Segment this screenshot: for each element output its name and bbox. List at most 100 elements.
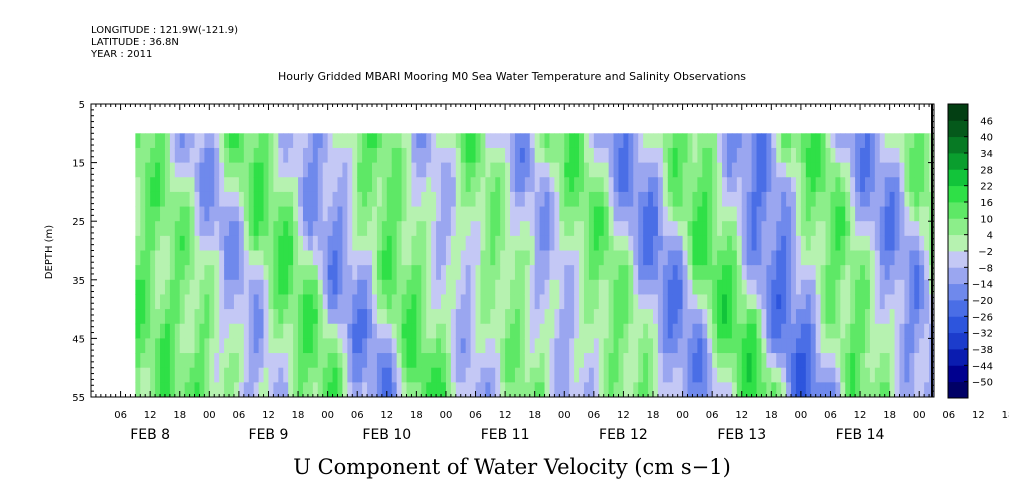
heat-cell [199, 382, 205, 398]
heat-cell [672, 367, 679, 383]
heat-cell [357, 338, 363, 354]
heat-cell [717, 133, 723, 149]
heat-cell [761, 323, 767, 339]
heat-cell [214, 338, 220, 354]
heat-cell [534, 250, 541, 266]
heat-cell [401, 265, 408, 281]
heat-cell [431, 235, 437, 251]
heat-cell [347, 177, 353, 193]
heat-cell [268, 221, 274, 237]
heat-cell [214, 382, 220, 398]
heat-cell [741, 338, 748, 354]
heat-cell [219, 353, 225, 369]
heat-cell [288, 162, 294, 178]
heat-cell [731, 367, 738, 383]
heat-cell [510, 133, 516, 149]
heat-cell [209, 279, 215, 295]
longitude-label: LONGITUDE : 121.9W(-121.9) [91, 25, 238, 36]
heat-cell [288, 279, 294, 295]
heat-cell [298, 147, 304, 164]
heat-cell [140, 235, 146, 251]
heat-cell [687, 382, 693, 398]
heat-cell [357, 309, 363, 325]
heat-cell [401, 191, 408, 208]
heat-cell [204, 309, 210, 325]
heat-cell [746, 323, 753, 339]
heat-cell [569, 265, 575, 281]
heat-cell [174, 367, 181, 383]
heat-cell [372, 309, 378, 325]
heat-cell [455, 147, 462, 164]
heat-cell [574, 294, 580, 310]
heat-cell [598, 162, 605, 178]
heat-cell [692, 147, 698, 164]
heat-cell [209, 162, 215, 178]
heat-cell [150, 294, 156, 310]
heat-cell [253, 147, 260, 164]
heat-cell [860, 382, 866, 398]
heat-cell [781, 294, 787, 310]
heat-cell [791, 323, 797, 339]
heat-cell [480, 279, 486, 295]
heat-cell [643, 323, 649, 339]
heat-cell [598, 221, 605, 237]
heat-cell [347, 323, 353, 339]
heat-cell [322, 206, 329, 222]
x-hour-label: 00 [676, 410, 689, 421]
heat-cell [184, 323, 191, 339]
heat-cell [352, 309, 358, 325]
heat-cell [864, 353, 871, 369]
heat-cell [455, 294, 462, 310]
heat-cell [884, 279, 891, 295]
heat-cell [593, 147, 600, 164]
heat-cell [909, 279, 915, 295]
heat-cell [169, 353, 176, 369]
heat-cell [855, 353, 861, 369]
heat-cell [810, 338, 817, 354]
heat-cell [795, 294, 802, 310]
heat-cell [761, 162, 767, 178]
heat-cell [924, 279, 930, 295]
heat-cell [135, 294, 141, 310]
heat-cell [835, 382, 841, 398]
heat-cell [712, 294, 718, 310]
heat-cell [519, 353, 526, 369]
heat-cell [307, 206, 314, 222]
heat-cell [889, 294, 896, 310]
heat-cell [672, 191, 679, 208]
heat-cell [514, 147, 521, 164]
heat-cell [495, 323, 501, 339]
heat-cell [140, 206, 146, 222]
heat-cell [884, 265, 891, 281]
heat-cell [480, 382, 486, 398]
heat-cell [736, 353, 743, 369]
heat-cell [248, 206, 255, 222]
heat-cell [820, 191, 827, 208]
heat-cell [672, 309, 679, 325]
heat-cell [485, 382, 491, 398]
heat-cell [243, 338, 250, 354]
latitude-label: LATITUDE : 36.8N [91, 37, 179, 48]
heat-cell [756, 323, 762, 339]
heat-cell [608, 206, 615, 222]
heat-cell [549, 250, 555, 266]
heat-cell [357, 177, 363, 193]
heat-cell [248, 133, 255, 149]
heat-cell [253, 191, 260, 208]
heat-cell [450, 294, 457, 310]
heat-cell [603, 191, 610, 208]
heat-cell [593, 279, 600, 295]
heat-cell [362, 133, 368, 149]
heat-cell [135, 265, 141, 281]
heat-cell [273, 294, 279, 310]
heat-cell [436, 382, 442, 398]
heat-cell [372, 382, 378, 398]
heat-cell [830, 338, 836, 354]
heat-cell [327, 279, 334, 295]
heat-cell [722, 206, 728, 222]
heat-cell [450, 162, 457, 178]
heat-cell [421, 235, 427, 251]
heat-cell [372, 191, 378, 208]
heat-cell [268, 338, 274, 354]
heat-cell [322, 133, 329, 149]
